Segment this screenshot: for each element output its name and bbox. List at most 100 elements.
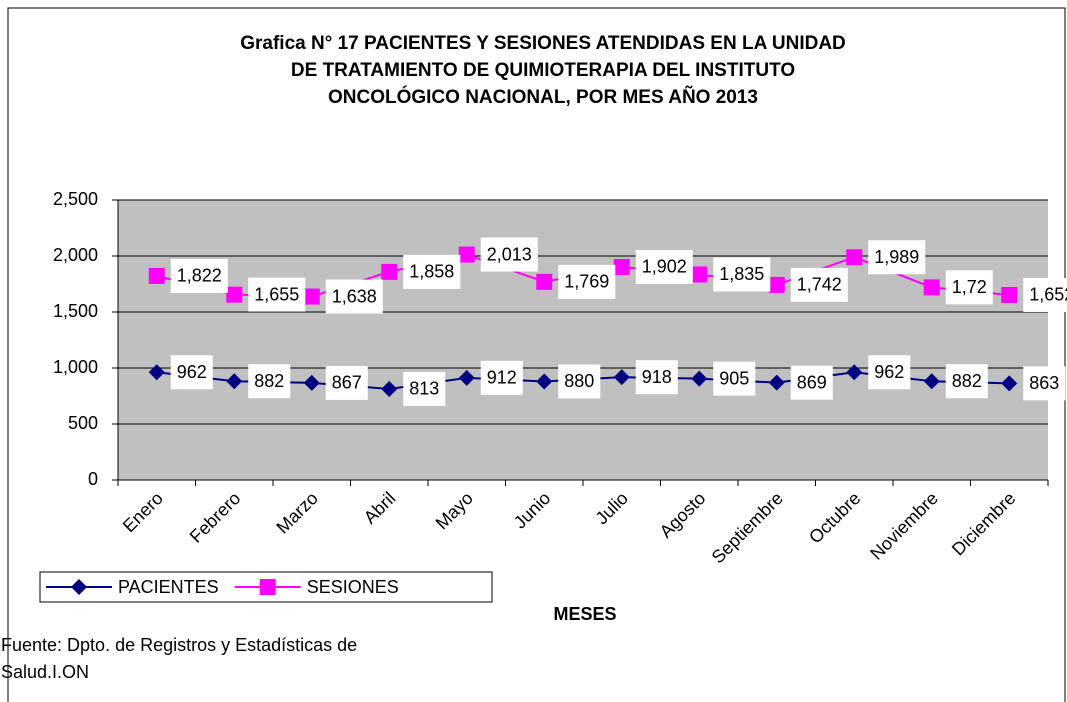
- marker: [691, 370, 708, 387]
- marker: [148, 364, 165, 381]
- data-label-box: [635, 360, 678, 395]
- marker: [536, 373, 553, 390]
- chart-border: [7, 7, 1066, 702]
- data-label-box: [558, 364, 601, 399]
- data-label-text: 1,858: [409, 262, 454, 282]
- legend-marker: [71, 579, 87, 595]
- data-label: 882: [248, 364, 291, 399]
- data-label-box: [868, 355, 911, 390]
- data-label: 880: [558, 364, 601, 399]
- data-label-text: 813: [409, 379, 439, 399]
- data-label-text: 1,902: [642, 257, 687, 277]
- data-label-text: 962: [177, 362, 207, 382]
- x-tick-label: Enero: [119, 488, 167, 536]
- legend-marker: [259, 579, 276, 595]
- data-label: 1,822: [170, 258, 228, 293]
- marker: [846, 364, 863, 381]
- marker: [613, 258, 630, 275]
- marker: [381, 380, 398, 397]
- data-label: 918: [635, 360, 678, 395]
- data-label-text: 1,835: [719, 264, 764, 284]
- data-label: 863: [1023, 366, 1066, 401]
- x-tick-label: Junio: [510, 488, 555, 533]
- data-label: 1,835: [713, 257, 771, 292]
- data-label-text: 880: [564, 371, 594, 391]
- data-label-text: 1,72: [952, 277, 987, 297]
- data-label: 962: [868, 355, 911, 390]
- data-label-text: 912: [487, 368, 517, 388]
- marker: [458, 369, 475, 386]
- data-label-box: [790, 365, 833, 400]
- x-tick-label: Septiembre: [708, 488, 787, 567]
- chart-title: Grafica N° 17 PACIENTES Y SESIONES ATEND…: [240, 33, 846, 54]
- data-label: 905: [713, 361, 756, 396]
- chart-title: ONCOLÓGICO NACIONAL, POR MES AÑO 2013: [328, 86, 758, 108]
- data-label-text: 869: [797, 372, 827, 392]
- data-label: 912: [480, 360, 523, 395]
- data-label-text: 918: [642, 367, 672, 387]
- x-tick-label: Mayo: [432, 488, 477, 533]
- marker: [846, 249, 863, 266]
- marker: [226, 373, 243, 390]
- data-label-box: [248, 277, 306, 312]
- y-tick-label: 0: [88, 469, 98, 489]
- data-label-box: [480, 360, 523, 395]
- legend-label: SESIONES: [307, 577, 399, 597]
- source-note: Salud.I.ON: [1, 662, 89, 682]
- marker: [768, 374, 785, 391]
- data-label: 813: [403, 371, 446, 406]
- data-label-box: [635, 249, 693, 284]
- data-label-box: [713, 361, 756, 396]
- marker: [303, 288, 320, 305]
- data-label: 1,638: [325, 279, 383, 314]
- marker: [691, 266, 708, 283]
- data-label-text: 1,742: [797, 275, 842, 295]
- data-label: 882: [945, 364, 988, 399]
- x-axis-title: MESES: [553, 604, 616, 624]
- y-tick-label: 1,500: [53, 301, 98, 321]
- data-label-box: [403, 371, 446, 406]
- marker: [1001, 375, 1018, 392]
- data-label-box: [558, 264, 616, 299]
- marker: [381, 263, 398, 280]
- data-label-text: 1,655: [254, 284, 299, 304]
- marker: [1001, 286, 1018, 303]
- marker: [613, 369, 630, 386]
- data-label: 1,652: [1023, 277, 1067, 312]
- marker: [923, 373, 940, 390]
- data-label-box: [325, 279, 383, 314]
- legend-label: PACIENTES: [118, 577, 219, 597]
- data-label: 1,769: [558, 264, 616, 299]
- data-label-text: 1,822: [177, 266, 222, 286]
- data-label-text: 1,989: [874, 247, 919, 267]
- data-label-box: [248, 364, 291, 399]
- y-tick-label: 2,500: [53, 189, 98, 209]
- x-tick-label: Noviembre: [866, 488, 942, 564]
- data-label: 1,742: [790, 267, 848, 302]
- data-label-box: [325, 365, 368, 400]
- data-label-text: 2,013: [487, 244, 532, 264]
- data-label: 1,858: [403, 254, 461, 289]
- data-label-box: [480, 237, 538, 272]
- x-tick-label: Abril: [360, 488, 400, 528]
- data-label-box: [790, 267, 848, 302]
- data-label: 1,902: [635, 249, 693, 284]
- marker: [226, 286, 243, 303]
- x-tick-label: Octubre: [805, 488, 864, 547]
- marker: [303, 374, 320, 391]
- x-tick-label: Febrero: [186, 488, 245, 547]
- data-label-text: 905: [719, 368, 749, 388]
- marker: [768, 276, 785, 293]
- data-label-text: 863: [1029, 373, 1059, 393]
- data-label-text: 1,652: [1029, 285, 1067, 305]
- marker: [923, 279, 940, 296]
- data-label: 867: [325, 365, 368, 400]
- y-tick-label: 2,000: [53, 245, 98, 265]
- data-label-text: 1,769: [564, 272, 609, 292]
- y-tick-label: 500: [68, 413, 98, 433]
- x-tick-label: Diciembre: [948, 488, 1019, 559]
- data-label: 1,72: [945, 270, 993, 305]
- x-tick-label: Marzo: [272, 488, 322, 538]
- data-label-box: [868, 240, 926, 275]
